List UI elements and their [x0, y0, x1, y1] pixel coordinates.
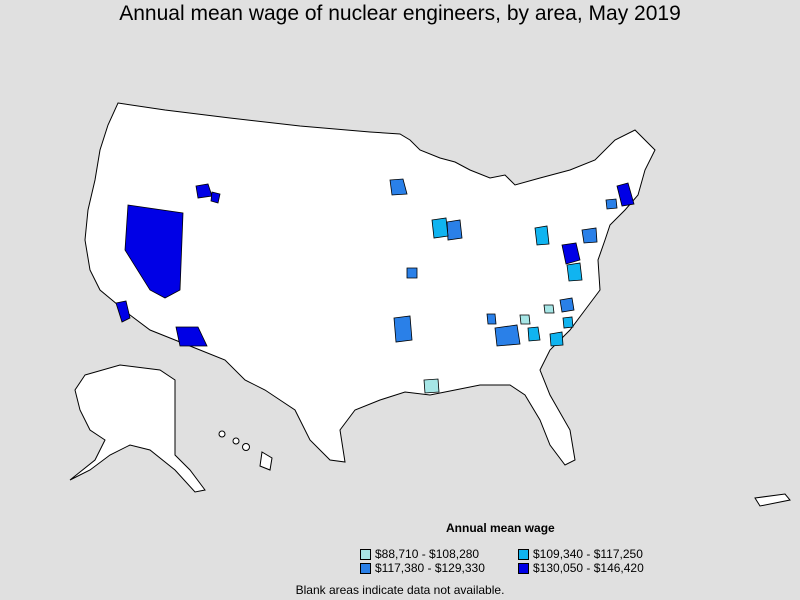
area-louisiana — [423, 378, 440, 394]
contiguous-us-outline — [84, 102, 656, 466]
area-pennsylvania — [581, 227, 598, 244]
area-virginia-coast — [559, 297, 575, 313]
legend-swatch-4 — [518, 562, 529, 574]
area-connecticut — [605, 198, 618, 210]
legend-label-4: $130,050 - $146,420 — [533, 561, 644, 575]
legend-title: Annual mean wage — [446, 521, 555, 535]
map-title: Annual mean wage of nuclear engineers, b… — [119, 2, 681, 25]
legend-swatch-1 — [360, 548, 371, 560]
area-georgia — [527, 326, 541, 342]
area-minnesota — [389, 178, 408, 196]
legend-label-2: $109,340 - $117,250 — [533, 547, 643, 561]
area-wisconsin — [431, 217, 449, 239]
legend-label-1: $88,710 - $108,280 — [375, 547, 480, 561]
area-ohio — [534, 225, 550, 246]
area-illinois — [446, 219, 463, 241]
area-virginia — [566, 262, 583, 282]
area-southern-california — [115, 300, 131, 323]
area-north-carolina — [549, 331, 564, 347]
area-boston — [616, 182, 635, 207]
legend-item-2: $109,340 - $117,250 — [518, 547, 643, 561]
area-tennessee-chattanooga — [519, 314, 531, 325]
area-north-carolina-west — [543, 304, 555, 314]
alaska-outline — [69, 364, 206, 493]
area-tennessee-east — [486, 313, 497, 325]
legend-item-4: $130,050 - $146,420 — [518, 561, 644, 575]
footer-note: Blank areas indicate data not available. — [295, 583, 505, 597]
legend-swatch-2 — [518, 548, 529, 560]
legend-swatch-3 — [360, 562, 371, 574]
hawaii-islands — [218, 430, 273, 471]
area-south-carolina — [562, 316, 574, 329]
puerto-rico-outline — [754, 493, 791, 507]
area-nevada — [124, 204, 184, 299]
area-washington-dc — [561, 242, 581, 265]
area-kansas — [406, 267, 418, 279]
legend-item-1: $88,710 - $108,280 — [360, 547, 479, 561]
area-tennessee-knoxville — [494, 324, 521, 347]
legend-item-3: $117,380 - $129,330 — [360, 561, 485, 575]
area-idaho-pocatello — [210, 191, 221, 204]
area-arkansas — [393, 315, 413, 343]
area-phoenix — [175, 326, 208, 347]
legend-label-3: $117,380 - $129,330 — [375, 561, 485, 575]
